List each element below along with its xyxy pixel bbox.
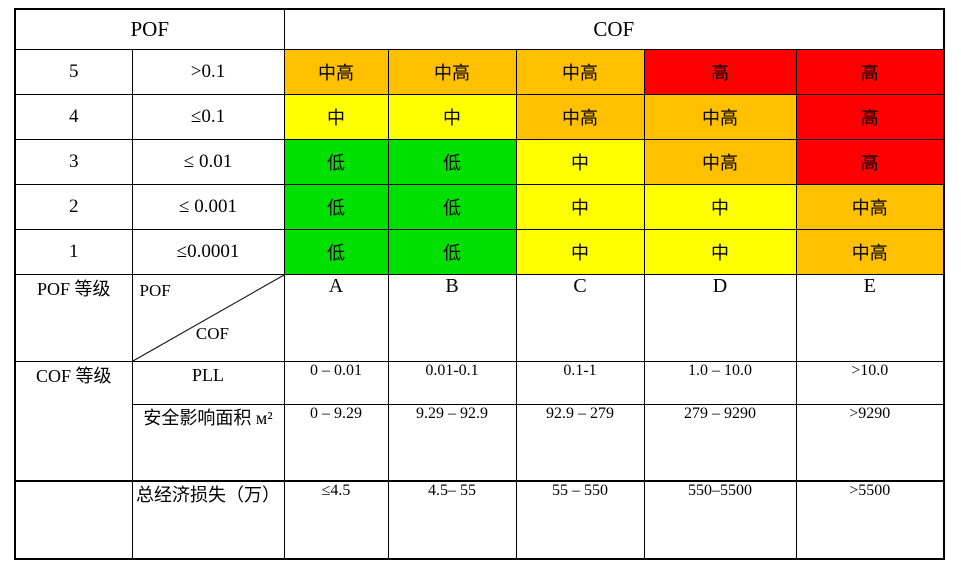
cof-category-cell: 安全影响面积 м²	[131, 403, 285, 482]
cof-grade-cell: E	[795, 273, 945, 362]
risk-cell: 低	[283, 183, 389, 230]
cof-grade-cell: D	[643, 273, 797, 362]
cof-category-cell: 总经济损失（万）	[131, 480, 285, 560]
risk-cell: 中高	[795, 183, 945, 230]
pof-level-cell: 2	[14, 183, 133, 230]
risk-cell: 高	[643, 48, 797, 95]
table-row: 2 ≤ 0.001 低 低 中 中 中高	[14, 183, 945, 230]
value-cell: 9.29 – 92.9	[387, 403, 517, 482]
pof-range-cell: ≤0.0001	[131, 228, 285, 275]
risk-cell: 中	[643, 183, 797, 230]
pof-level-cell: 1	[14, 228, 133, 275]
risk-cell: 中高	[643, 93, 797, 140]
risk-cell: 中	[515, 228, 645, 275]
value-cell: >9290	[795, 403, 945, 482]
table-row: POF 等级 POF COF A B C D E	[14, 273, 945, 362]
value-cell: 550–5500	[643, 480, 797, 560]
risk-cell: 高	[795, 48, 945, 95]
risk-cell: 中	[515, 138, 645, 185]
risk-cell: 中高	[515, 48, 645, 95]
table-row: 4 ≤0.1 中 中 中高 中高 高	[14, 93, 945, 140]
cof-grade-cell: C	[515, 273, 645, 362]
pof-level-cell: 4	[14, 93, 133, 140]
risk-cell: 低	[283, 228, 389, 275]
risk-cell: 中高	[643, 138, 797, 185]
value-cell: 4.5– 55	[387, 480, 517, 560]
cof-grade-label-cell: COF 等级	[14, 360, 133, 482]
value-cell: 0.1-1	[515, 360, 645, 405]
risk-cell: 低	[283, 138, 389, 185]
pof-level-cell: 3	[14, 138, 133, 185]
pof-range-cell: ≤ 0.001	[131, 183, 285, 230]
cof-grade-cell: A	[283, 273, 389, 362]
pof-range-cell: >0.1	[131, 48, 285, 95]
risk-cell: 低	[387, 138, 517, 185]
table-row: 总经济损失（万） ≤4.5 4.5– 55 55 – 550 550–5500 …	[14, 480, 945, 560]
risk-cell: 中	[643, 228, 797, 275]
risk-cell: 低	[387, 183, 517, 230]
table-row: 1 ≤0.0001 低 低 中 中 中高	[14, 228, 945, 275]
cof-grade-cell: B	[387, 273, 517, 362]
pof-range-cell: ≤0.1	[131, 93, 285, 140]
table-row: 安全影响面积 м² 0 – 9.29 9.29 – 92.9 92.9 – 27…	[15, 403, 945, 482]
diagonal-cof-label: COF	[195, 323, 229, 343]
value-cell: >10.0	[795, 360, 945, 405]
value-cell: 0.01-0.1	[387, 360, 517, 405]
pof-level-cell: 5	[14, 48, 133, 95]
pof-grade-label-cell: POF 等级	[14, 273, 133, 362]
risk-cell: 中高	[283, 48, 389, 95]
risk-cell: 高	[795, 138, 945, 185]
table-row: COF 等级 PLL 0 – 0.01 0.01-0.1 0.1-1 1.0 –…	[14, 360, 945, 482]
value-cell: 0 – 0.01	[283, 360, 389, 405]
risk-cell: 中高	[795, 228, 945, 275]
value-cell: ≤4.5	[283, 480, 389, 560]
risk-cell: 中高	[387, 48, 517, 95]
risk-cell: 中	[283, 93, 389, 140]
pof-range-cell: ≤ 0.01	[131, 138, 285, 185]
value-cell: 0 – 9.29	[283, 403, 389, 482]
table-row: POF COF	[14, 8, 945, 50]
risk-matrix-table: POF COF 5 >0.1 中高 中高 中高 高 高 4 ≤0.1 中 中 中…	[14, 8, 946, 560]
value-cell: 1.0 – 10.0	[643, 360, 797, 405]
value-cell: 92.9 – 279	[515, 403, 645, 482]
diagonal-header-cell: POF COF	[131, 273, 285, 362]
table-row: 3 ≤ 0.01 低 低 中 中高 高	[14, 138, 945, 185]
value-cell: >5500	[795, 480, 945, 560]
value-cell: 55 – 550	[515, 480, 645, 560]
risk-cell: 中	[515, 183, 645, 230]
empty-cell	[14, 480, 133, 560]
risk-cell: 低	[387, 228, 517, 275]
cof-header-cell: COF	[283, 8, 945, 50]
cof-category-cell: PLL	[131, 360, 285, 405]
diagonal-pof-label: POF	[139, 280, 171, 300]
risk-cell: 中高	[515, 93, 645, 140]
risk-cell: 中	[387, 93, 517, 140]
pof-header-cell: POF	[14, 8, 285, 50]
diagonal-divider-line	[133, 275, 284, 361]
risk-cell: 高	[795, 93, 945, 140]
table-row: 5 >0.1 中高 中高 中高 高 高	[14, 48, 945, 95]
value-cell: 279 – 9290	[643, 403, 797, 482]
